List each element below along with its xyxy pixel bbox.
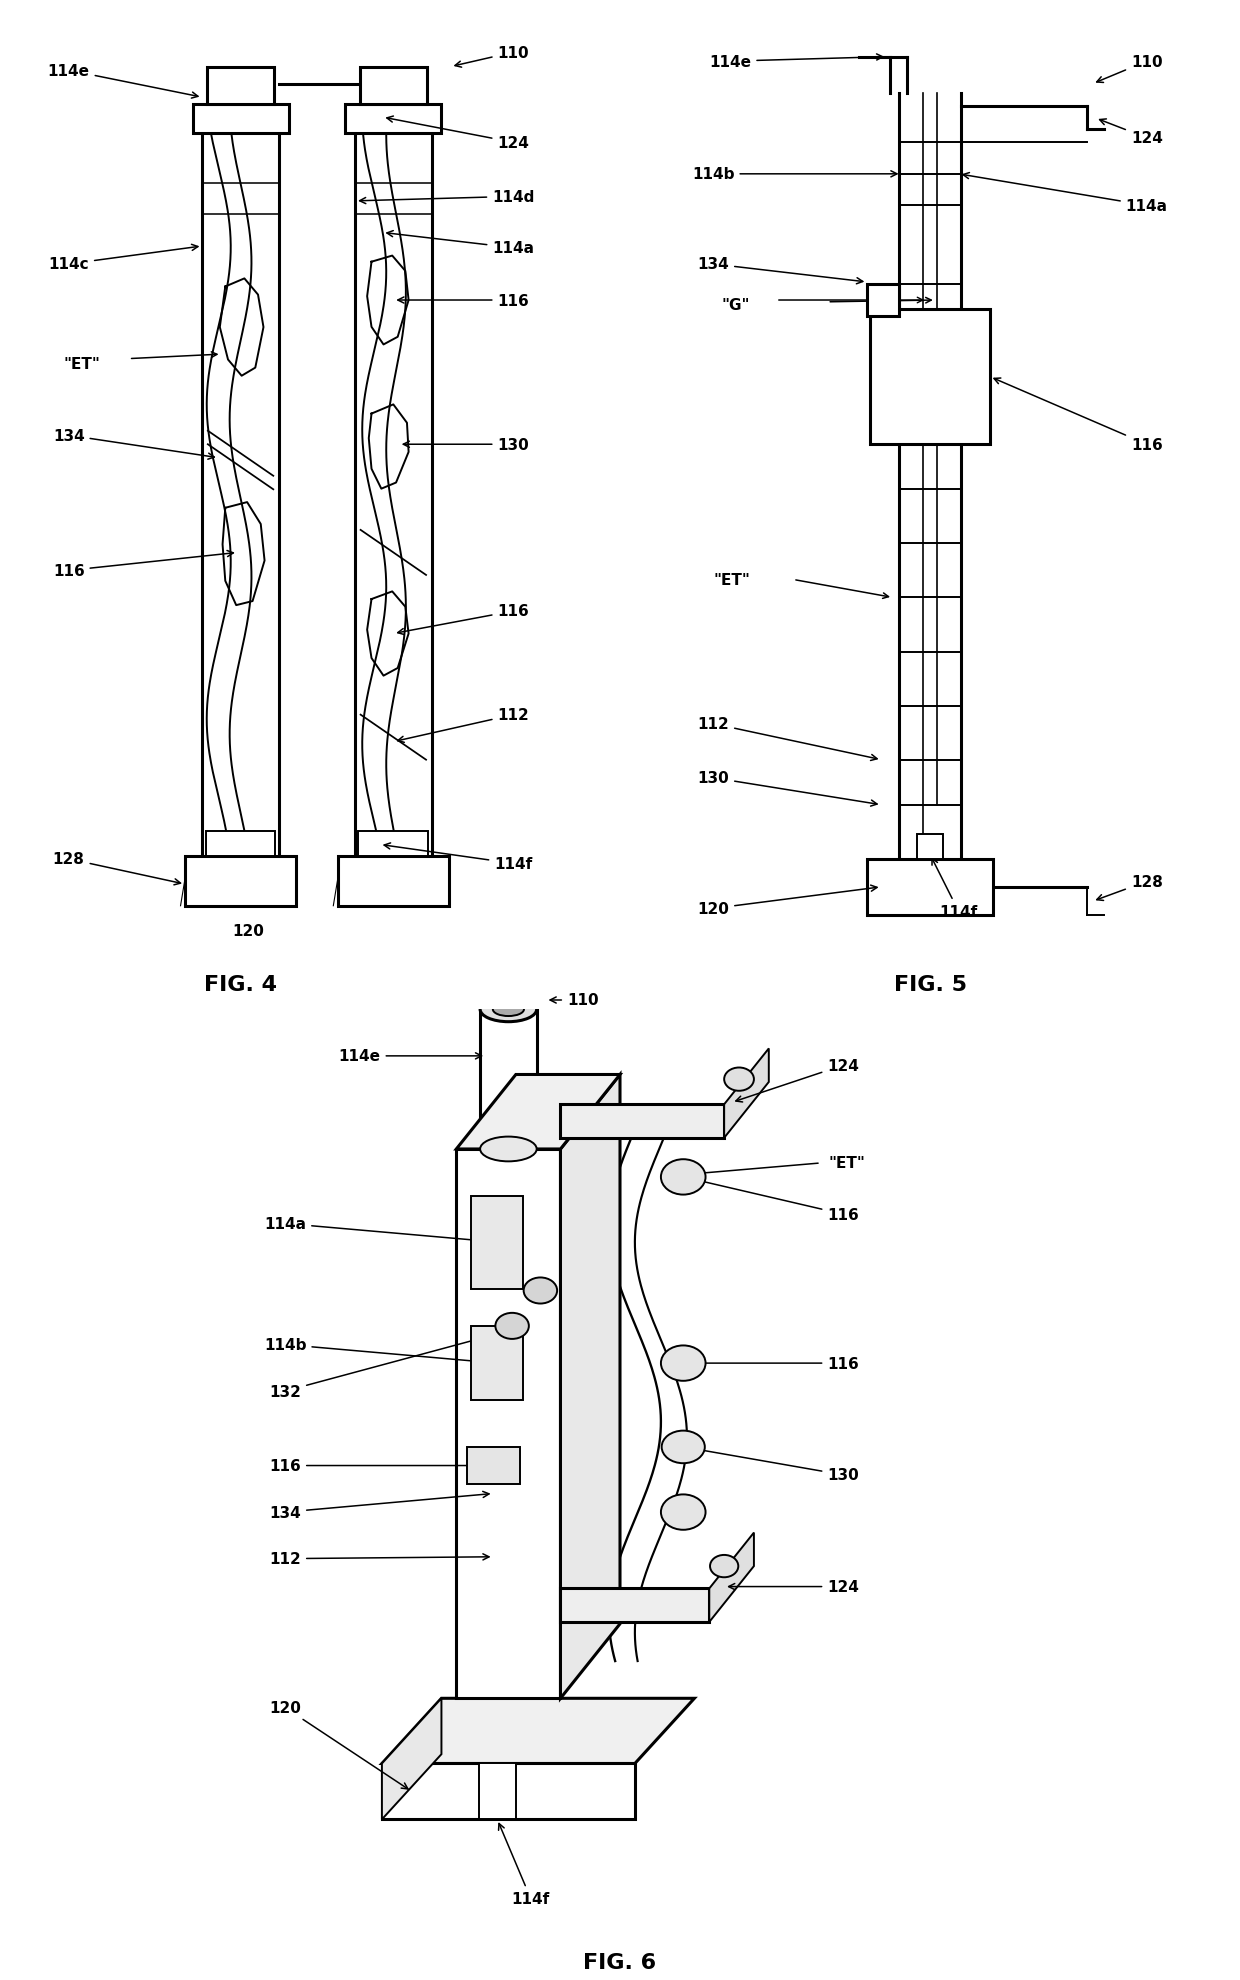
Text: 120: 120 [697, 885, 877, 917]
FancyBboxPatch shape [337, 857, 449, 907]
Text: 114b: 114b [264, 1336, 492, 1366]
Text: 116: 116 [53, 550, 233, 578]
Ellipse shape [523, 1277, 557, 1305]
Polygon shape [560, 1075, 620, 1699]
Text: 132: 132 [269, 1327, 523, 1398]
Text: 134: 134 [697, 257, 863, 285]
Text: 112: 112 [697, 717, 877, 760]
Text: 116: 116 [269, 1459, 489, 1473]
Text: 114d: 114d [360, 190, 534, 204]
Polygon shape [456, 1148, 560, 1699]
Text: 130: 130 [697, 770, 877, 806]
Text: 134: 134 [53, 428, 215, 459]
Polygon shape [560, 1588, 709, 1622]
Text: 120: 120 [233, 925, 264, 939]
Ellipse shape [661, 1346, 706, 1382]
Text: 114c: 114c [48, 246, 198, 273]
FancyBboxPatch shape [867, 859, 993, 915]
Text: 130: 130 [688, 1445, 859, 1483]
Text: 110: 110 [1096, 55, 1163, 83]
Ellipse shape [480, 1137, 537, 1162]
Text: FIG. 4: FIG. 4 [205, 974, 277, 994]
Text: 114a: 114a [387, 232, 534, 255]
Text: 110: 110 [455, 46, 529, 67]
Text: "ET": "ET" [713, 572, 750, 588]
FancyBboxPatch shape [185, 857, 296, 907]
FancyBboxPatch shape [471, 1196, 523, 1289]
Ellipse shape [724, 1067, 754, 1091]
Text: 134: 134 [269, 1491, 489, 1521]
Text: "ET": "ET" [828, 1156, 866, 1170]
Text: 114a: 114a [963, 174, 1168, 214]
Polygon shape [479, 1764, 516, 1820]
Text: FIG. 5: FIG. 5 [894, 974, 966, 994]
FancyBboxPatch shape [870, 311, 990, 446]
FancyBboxPatch shape [471, 1327, 523, 1400]
FancyBboxPatch shape [206, 832, 275, 857]
FancyBboxPatch shape [345, 105, 441, 135]
Ellipse shape [496, 1313, 528, 1338]
FancyBboxPatch shape [358, 832, 428, 857]
Text: 112: 112 [398, 707, 529, 742]
Polygon shape [382, 1699, 694, 1764]
Polygon shape [467, 1447, 520, 1485]
FancyBboxPatch shape [360, 67, 427, 105]
Text: 128: 128 [53, 851, 181, 885]
Polygon shape [709, 1533, 754, 1622]
Text: 110: 110 [551, 994, 599, 1008]
Text: "G": "G" [722, 297, 750, 313]
Text: 114e: 114e [339, 1049, 481, 1063]
Text: 120: 120 [269, 1701, 408, 1790]
Text: "ET": "ET" [63, 356, 100, 372]
Ellipse shape [480, 998, 537, 1022]
Text: 114e: 114e [47, 63, 198, 99]
Text: 116: 116 [688, 1176, 859, 1222]
Text: 116: 116 [688, 1356, 859, 1370]
Ellipse shape [711, 1554, 738, 1578]
Text: 124: 124 [735, 1057, 859, 1103]
Text: 114f: 114f [498, 1824, 549, 1907]
FancyBboxPatch shape [867, 285, 899, 317]
Polygon shape [382, 1699, 441, 1820]
Text: 116: 116 [398, 293, 529, 309]
Polygon shape [456, 1075, 620, 1148]
Text: 114f: 114f [932, 859, 977, 919]
Text: 114a: 114a [264, 1216, 492, 1245]
Text: 116: 116 [398, 604, 529, 636]
Text: 124: 124 [1100, 121, 1163, 147]
Text: 128: 128 [1096, 875, 1163, 901]
Ellipse shape [662, 1432, 704, 1463]
Ellipse shape [661, 1495, 706, 1531]
FancyBboxPatch shape [918, 834, 942, 859]
Text: 130: 130 [403, 438, 529, 453]
Text: 114b: 114b [692, 166, 897, 182]
FancyBboxPatch shape [207, 67, 274, 105]
Text: 112: 112 [269, 1552, 489, 1566]
Ellipse shape [492, 1004, 525, 1016]
Text: 124: 124 [387, 117, 529, 150]
Text: 114e: 114e [709, 55, 883, 69]
FancyBboxPatch shape [192, 105, 289, 135]
Text: 114f: 114f [384, 843, 532, 871]
Ellipse shape [661, 1160, 706, 1196]
Text: 116: 116 [994, 378, 1163, 453]
Polygon shape [724, 1049, 769, 1138]
Polygon shape [382, 1764, 635, 1820]
Polygon shape [560, 1105, 724, 1138]
Text: FIG. 6: FIG. 6 [584, 1952, 656, 1972]
Text: 124: 124 [729, 1580, 859, 1594]
